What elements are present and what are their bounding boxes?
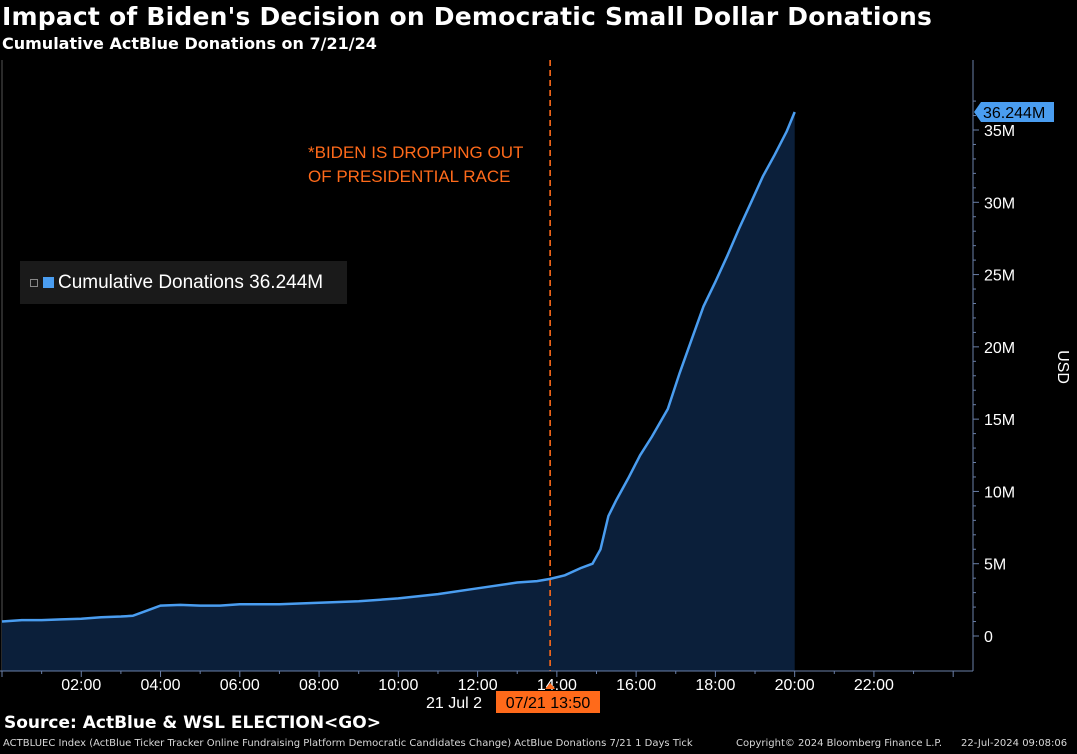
y-tick-label: 10M — [984, 484, 1015, 501]
x-axis-ticks: 02:00 04:00 06:00 08:00 10:00 12:00 14:00 16:00… — [1, 671, 954, 694]
x-tick-label: 22:00 — [854, 677, 894, 694]
x-tick-label: 16:00 — [616, 677, 656, 694]
x-tick-label: 04:00 — [141, 677, 181, 694]
chart-title: Impact of Biden's Decision on Democratic… — [2, 2, 933, 31]
area-fill — [2, 112, 795, 671]
y-tick-label: 20M — [984, 340, 1015, 357]
x-tick-label: 18:00 — [695, 677, 735, 694]
annotation-line-2: OF PRESIDENTIAL RACE — [308, 167, 511, 186]
footer-timestamp: 22-Jul-2024 09:08:06 — [961, 738, 1068, 749]
event-annotation: *BIDEN IS DROPPING OUT OF PRESIDENTIAL R… — [308, 141, 523, 189]
event-time-tag: 07/21 13:50 — [496, 683, 600, 713]
y-axis-ticks: 0 5M 10M 15M 20M 25M 30M 35M — [973, 100, 1015, 646]
y-tick-label: 25M — [984, 268, 1015, 285]
y-tick-label: 5M — [984, 557, 1006, 574]
donations-line — [1, 111, 796, 623]
last-value-tag: 36.244M — [974, 102, 1054, 123]
x-tick-label: 06:00 — [220, 677, 260, 694]
y-tick-label: 0 — [984, 629, 993, 646]
legend-label: Cumulative Donations 36.244M — [58, 271, 324, 293]
svg-text:07/21 13:50: 07/21 13:50 — [506, 695, 591, 712]
footer-description: ACTBLUEC Index (ActBlue Ticker Tracker O… — [3, 738, 693, 749]
legend-toggle-icon[interactable] — [30, 278, 38, 287]
y-tick-label: 35M — [984, 123, 1015, 140]
source-note: Source: ActBlue & WSL ELECTION<GO> — [4, 713, 381, 733]
y-tick-label: 15M — [984, 412, 1015, 429]
x-tick-label: 10:00 — [378, 677, 418, 694]
date-label: 21 Jul 2 — [426, 695, 482, 712]
legend-swatch — [43, 277, 54, 288]
chart-subtitle: Cumulative ActBlue Donations on 7/21/24 — [2, 34, 377, 53]
y-tick-label: 30M — [984, 195, 1015, 212]
x-tick-label: 08:00 — [299, 677, 339, 694]
x-tick-label: 02:00 — [61, 677, 101, 694]
svg-text:36.244M: 36.244M — [983, 105, 1045, 122]
footer-copyright: Copyright© 2024 Bloomberg Finance L.P. — [736, 738, 943, 749]
annotation-line-1: *BIDEN IS DROPPING OUT — [308, 143, 524, 162]
x-tick-label: 12:00 — [458, 677, 498, 694]
x-tick-label: 20:00 — [775, 677, 815, 694]
legend[interactable]: Cumulative Donations 36.244M — [20, 261, 347, 304]
y-axis-label: USD — [1054, 350, 1071, 384]
x-tick-label: 14:00 — [537, 677, 577, 694]
